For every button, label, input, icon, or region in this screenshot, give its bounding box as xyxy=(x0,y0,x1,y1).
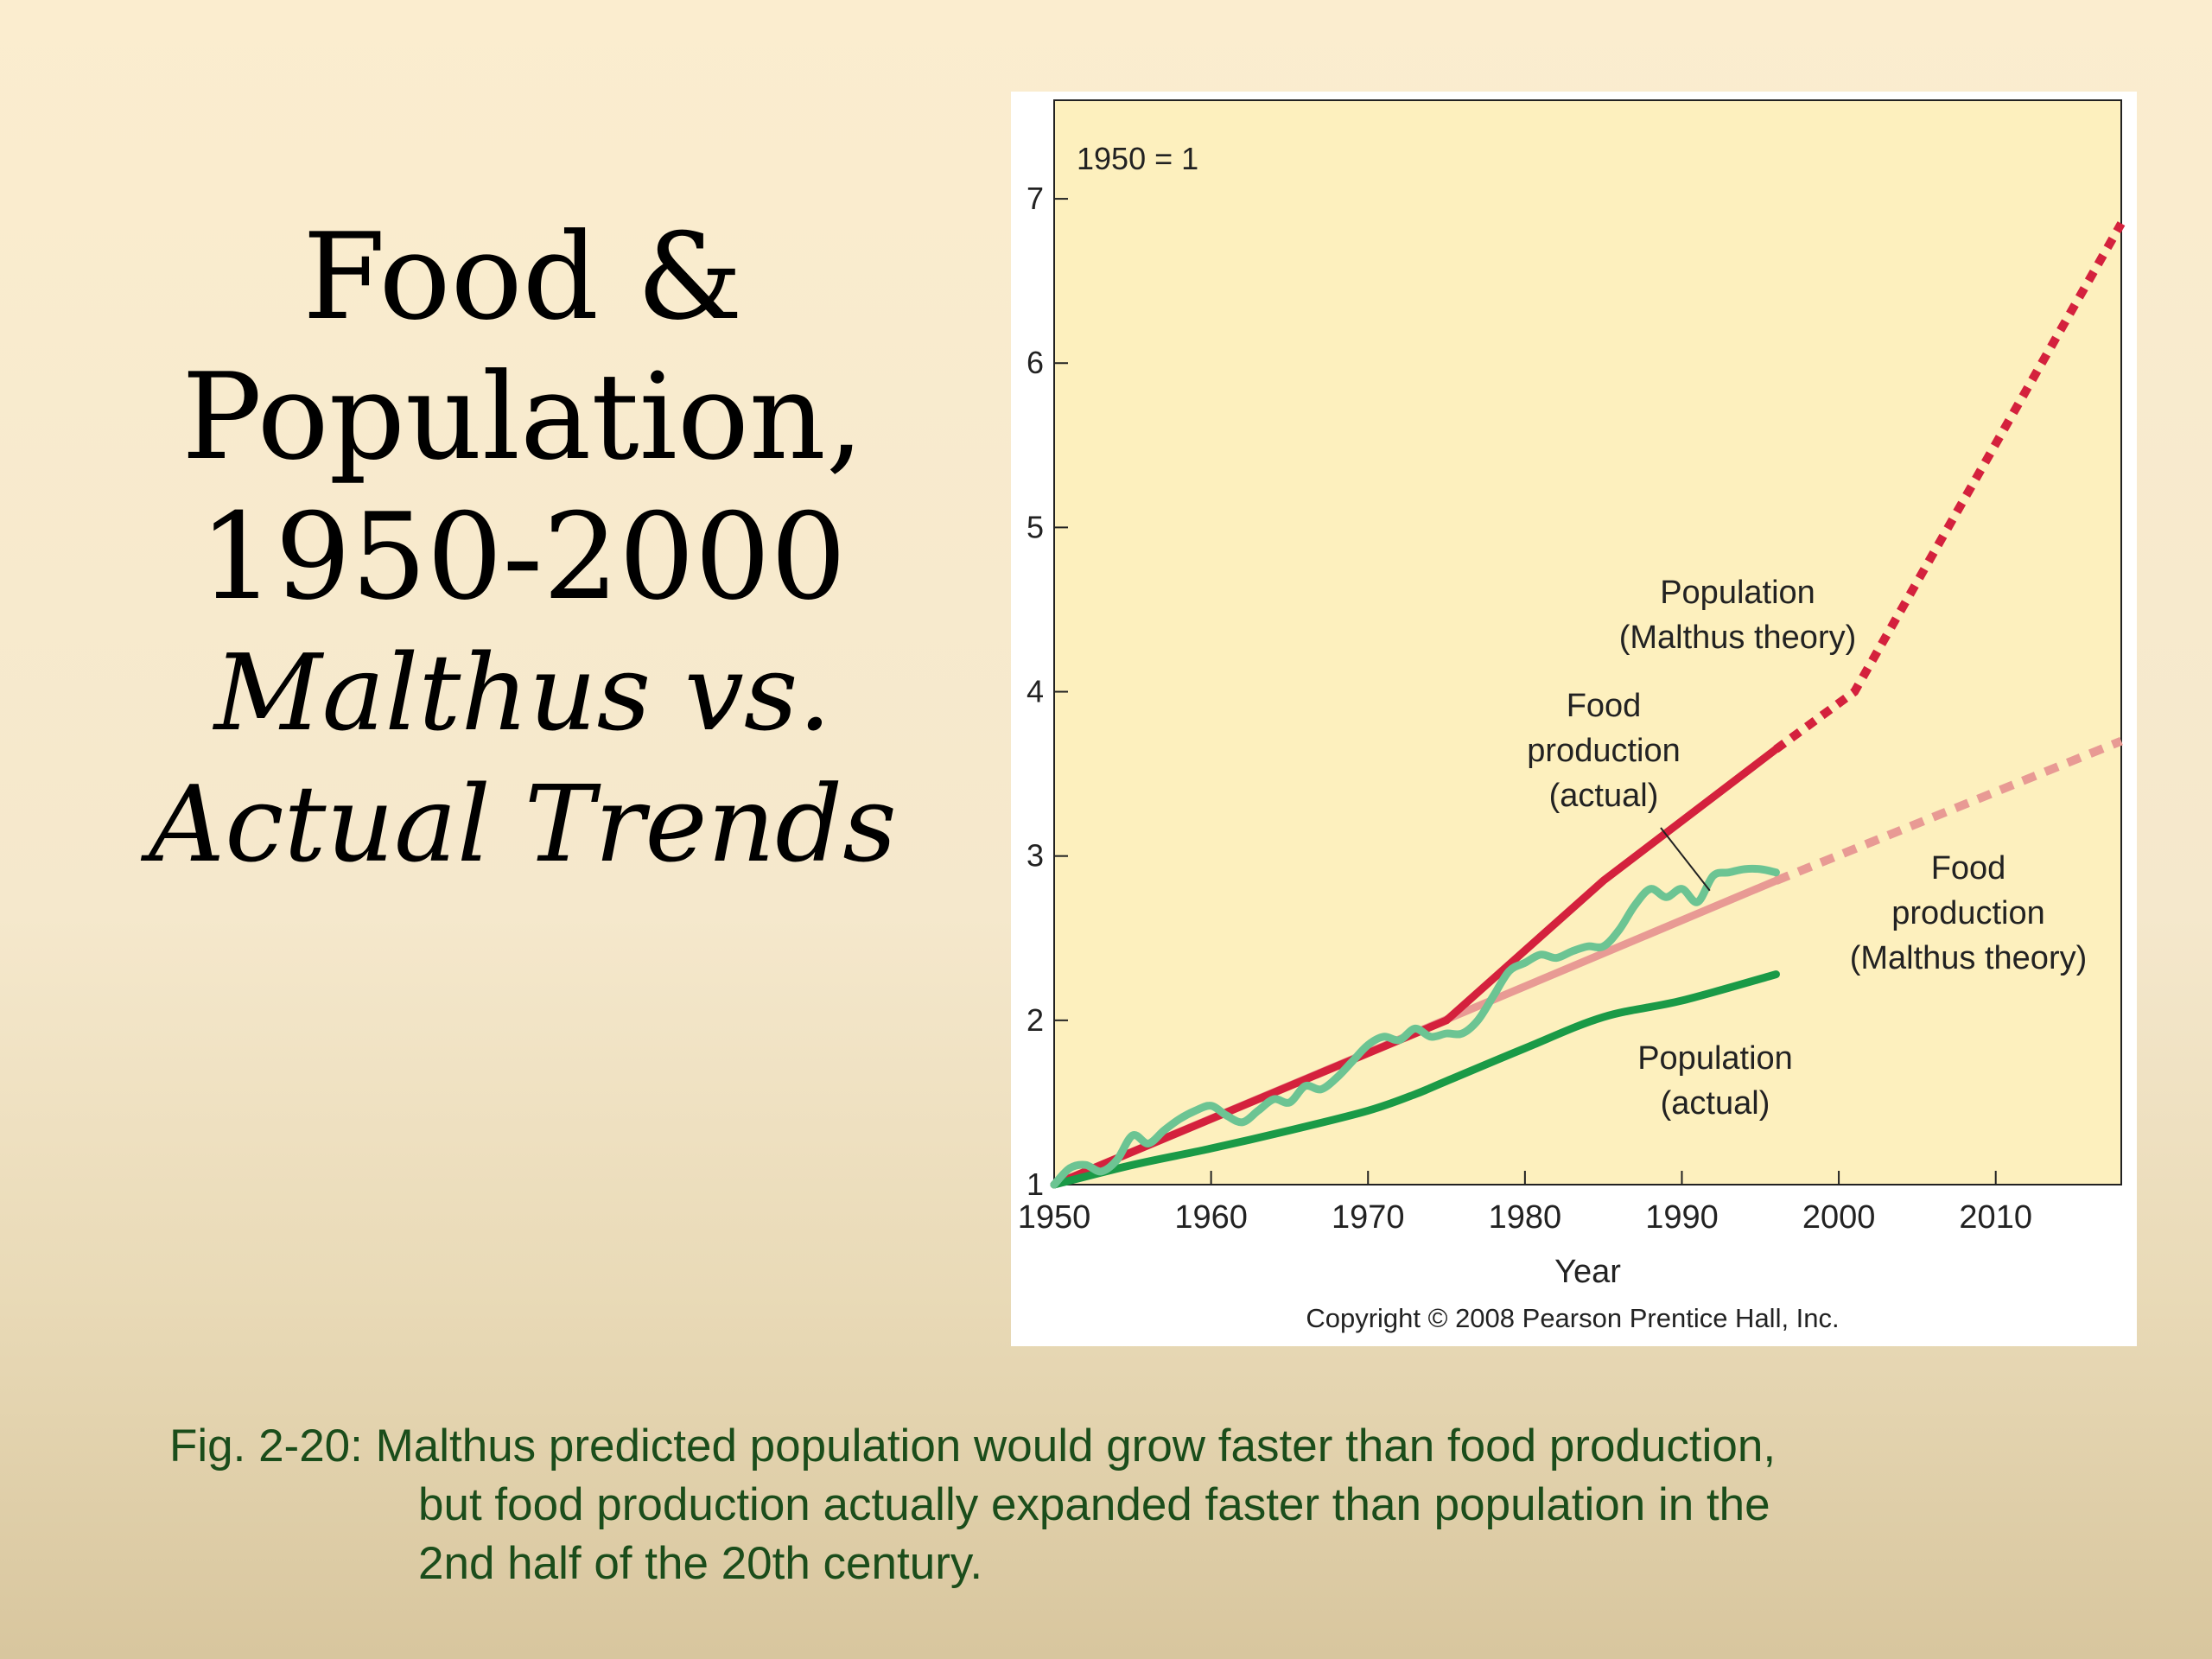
label-population-malthus: Population xyxy=(1660,575,1815,611)
annotation-leader-line xyxy=(1660,827,1711,892)
slide-title: Food & Population, 1950-2000 Malthus vs.… xyxy=(69,207,976,890)
x-tick-label: 1950 xyxy=(1018,1199,1091,1236)
label-food-actual: Food xyxy=(1567,688,1642,724)
x-tick-label: 1990 xyxy=(1645,1199,1719,1236)
x-tick-label: 1970 xyxy=(1332,1199,1405,1236)
caption-line: but food production actually expanded fa… xyxy=(418,1479,1770,1530)
label-population-actual: Population xyxy=(1637,1040,1793,1077)
x-tick-label: 1960 xyxy=(1174,1199,1248,1236)
y-tick-label: 2 xyxy=(1027,1002,1044,1038)
series-line-food-actual xyxy=(1050,864,1780,1189)
x-tick-label: 1980 xyxy=(1489,1199,1562,1236)
y-tick-label: 1 xyxy=(1027,1166,1044,1202)
caption-line: Fig. 2-20: Malthus predicted population … xyxy=(169,1421,1777,1471)
label-food-malthus: Food xyxy=(1931,850,2006,887)
subtitle-line: Actual Trends xyxy=(149,763,897,886)
subtitle-line: Malthus vs. xyxy=(213,632,832,754)
y-tick-label: 5 xyxy=(1027,509,1044,544)
x-tick-label: 2000 xyxy=(1802,1199,1876,1236)
title-line: Food & xyxy=(302,207,743,346)
y-tick-label: 7 xyxy=(1027,181,1044,216)
x-axis-label: Year xyxy=(1554,1254,1621,1290)
chart-panel: 1 2 3 4 5 6 7 1950 1960 1970 1980 1990 2000 2010 Year 1… xyxy=(1011,92,2137,1346)
caption-line: 2nd half of the 20th century. xyxy=(418,1538,983,1589)
y-tick-label: 3 xyxy=(1027,838,1044,874)
plot-area xyxy=(1053,99,2122,1185)
y-tick-label: 4 xyxy=(1027,674,1044,709)
label-population-actual: (actual) xyxy=(1661,1085,1770,1122)
title-line: 1950-2000 xyxy=(199,487,847,626)
series-line-population-actual xyxy=(1050,970,1780,1189)
label-food-actual: (actual) xyxy=(1549,778,1659,814)
figure-caption: Fig. 2-20: Malthus predicted population … xyxy=(169,1417,2070,1593)
copyright-note: Copyright © 2008 Pearson Prentice Hall, … xyxy=(1306,1303,1839,1333)
series-projection-population-malthus xyxy=(1773,221,2126,753)
label-food-malthus: (Malthus theory) xyxy=(1850,940,2088,976)
label-food-actual: production xyxy=(1527,733,1680,769)
x-tick-label: 2010 xyxy=(1959,1199,2032,1236)
series-projection-food-malthus xyxy=(1774,736,2123,885)
label-population-malthus: (Malthus theory) xyxy=(1619,620,1857,656)
index-note: 1950 = 1 xyxy=(1077,141,1198,176)
line-chart: 1 2 3 4 5 6 7 1950 1960 1970 1980 1990 2000 2010 Year 1… xyxy=(1018,99,2126,1333)
title-line: Population, xyxy=(181,347,864,486)
y-tick-label: 6 xyxy=(1027,345,1044,380)
label-food-malthus: production xyxy=(1891,895,2044,931)
